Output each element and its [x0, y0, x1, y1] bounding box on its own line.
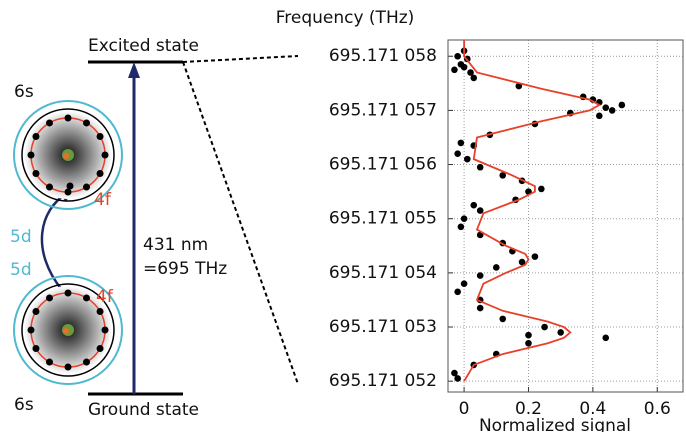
y-tick-label: 695.171 054 — [329, 263, 437, 283]
data-point — [531, 253, 539, 260]
shell-6s — [21, 283, 115, 377]
data-point — [602, 104, 610, 111]
data-point — [476, 231, 484, 239]
electron — [96, 133, 104, 140]
data-point — [618, 101, 626, 109]
data-point — [457, 139, 465, 147]
shell-label: 4f — [94, 190, 112, 210]
electron — [83, 183, 90, 191]
data-point — [476, 272, 484, 279]
electron — [46, 358, 53, 366]
electron — [83, 294, 90, 302]
electron — [64, 289, 72, 297]
data-point — [476, 207, 484, 214]
x-tick-label: 0.6 — [644, 399, 671, 419]
x-tick-label: 0.4 — [579, 399, 606, 419]
nucleus — [63, 153, 69, 159]
electron — [96, 308, 104, 315]
electron — [64, 363, 72, 371]
chart-title: Frequency (THz) — [276, 8, 415, 28]
electron — [27, 151, 35, 159]
electron — [96, 345, 104, 352]
zoom-line — [182, 61, 299, 385]
data-point — [460, 280, 468, 287]
shell-label: 4f — [96, 287, 114, 307]
electron — [64, 188, 72, 196]
zoom-line — [182, 55, 299, 63]
data-point — [460, 215, 468, 223]
data-point — [476, 304, 484, 312]
data-point — [518, 258, 526, 266]
shell-label: 6s — [14, 82, 34, 102]
excited-electron — [66, 182, 74, 190]
y-tick-label: 695.171 053 — [329, 317, 437, 337]
shell-5d — [13, 275, 123, 385]
electron — [64, 114, 72, 122]
electron — [96, 170, 104, 177]
electron — [32, 345, 40, 352]
data-point — [538, 185, 545, 193]
arrow-head — [128, 62, 140, 78]
electron — [83, 119, 90, 127]
chart: Frequency (THz) Normalized signal 695.171 … — [276, 8, 684, 432]
ground-state-label: Ground state — [88, 400, 199, 420]
y-tick-label: 695.171 056 — [329, 155, 437, 175]
shell-6s — [21, 108, 115, 202]
data-point — [525, 339, 532, 347]
data-point — [541, 323, 548, 331]
data-point — [467, 69, 474, 76]
y-tick-label: 695.171 058 — [329, 46, 437, 66]
electron — [46, 294, 53, 302]
shell-label: 5d — [10, 260, 32, 280]
data-point — [454, 375, 461, 382]
electron — [32, 308, 40, 315]
fit-line — [463, 40, 602, 382]
electron — [101, 151, 109, 159]
data-point — [454, 288, 461, 296]
data-point — [525, 331, 532, 339]
shell-5d — [13, 100, 123, 210]
electron — [46, 119, 53, 127]
electron — [32, 170, 40, 177]
data-point — [470, 201, 478, 209]
data-point — [460, 63, 468, 71]
data-point — [499, 315, 507, 323]
data-point — [454, 52, 461, 60]
shell-label: 5d — [10, 227, 32, 247]
x-tick-label: 0.2 — [515, 399, 542, 419]
lower-atom — [13, 275, 123, 385]
electron — [32, 133, 40, 140]
shell-label: 6s — [14, 395, 34, 415]
data-point — [454, 150, 461, 158]
data-point — [451, 369, 458, 377]
data-point — [476, 163, 484, 171]
data-point — [464, 155, 471, 163]
data-point — [499, 172, 507, 179]
data-point — [492, 264, 500, 271]
electron — [83, 358, 90, 366]
plot-frame — [447, 39, 684, 393]
wavelength-label: 431 nm — [143, 235, 208, 255]
x-tick-label: 0 — [459, 399, 470, 419]
electron — [46, 183, 53, 191]
y-tick-label: 695.171 057 — [329, 100, 437, 120]
data-point — [602, 334, 610, 342]
y-tick-label: 695.171 055 — [329, 209, 437, 229]
electron — [101, 326, 109, 334]
nucleus — [63, 328, 69, 334]
y-tick-label: 695.171 052 — [329, 371, 437, 391]
frequency-label: =695 THz — [143, 259, 227, 279]
data-point — [457, 223, 465, 231]
data-point — [596, 112, 603, 120]
data-point — [470, 74, 478, 82]
data-point — [557, 329, 564, 336]
upper-atom — [13, 100, 123, 210]
data-point — [608, 107, 616, 114]
electron — [27, 326, 35, 334]
data-point — [451, 66, 458, 74]
excited-state-label: Excited state — [88, 36, 199, 56]
x-axis-label: Normalized signal — [479, 416, 631, 432]
